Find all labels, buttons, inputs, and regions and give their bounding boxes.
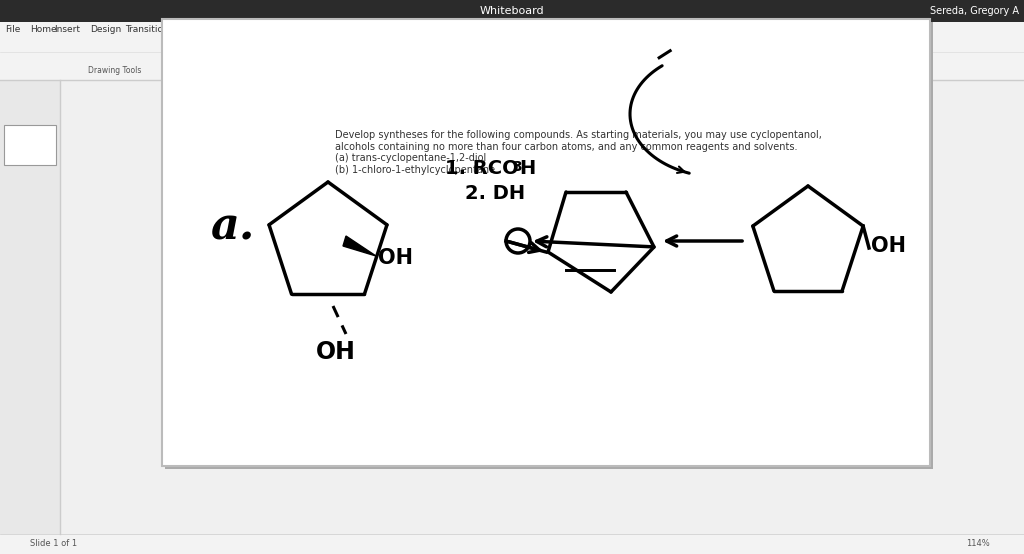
Text: 2. DH: 2. DH: [465, 184, 525, 203]
Text: Stencils: Stencils: [255, 66, 285, 75]
Text: Slide 1 of 1: Slide 1 of 1: [30, 540, 77, 548]
Text: OH: OH: [378, 248, 413, 268]
Text: Insert: Insert: [54, 25, 81, 34]
Text: 3: 3: [512, 160, 521, 174]
Text: OH: OH: [871, 236, 906, 256]
Text: Whiteboard: Whiteboard: [479, 6, 545, 16]
Text: View: View: [334, 25, 355, 34]
Text: H: H: [519, 159, 536, 178]
Bar: [0, 534, 1024, 554]
Text: Help: Help: [409, 25, 430, 34]
Text: Develop syntheses for the following compounds. As starting materials, you may us: Develop syntheses for the following comp…: [335, 130, 822, 175]
Bar: [0, 22, 1024, 80]
Text: a.: a.: [210, 205, 254, 248]
Text: OH: OH: [316, 340, 356, 364]
Bar: [162, 19, 930, 466]
Bar: [4, 125, 56, 165]
Text: 1. RCO: 1. RCO: [445, 159, 519, 178]
Text: Touch: Touch: [223, 66, 245, 75]
Text: File: File: [5, 25, 20, 34]
Text: 114%: 114%: [967, 540, 990, 548]
Bar: [0, 0, 1024, 22]
Text: Review: Review: [298, 25, 331, 34]
Text: Replay: Replay: [362, 66, 388, 75]
Text: Drawing Tools: Drawing Tools: [88, 66, 141, 75]
Text: Transitions: Transitions: [125, 25, 173, 34]
Text: Slide Show: Slide Show: [243, 25, 292, 34]
Text: Convert: Convert: [305, 66, 335, 75]
Text: Recording: Recording: [358, 25, 403, 34]
Polygon shape: [343, 236, 376, 256]
Text: Sereda, Gregory A: Sereda, Gregory A: [930, 6, 1019, 16]
Text: Animations: Animations: [186, 25, 238, 34]
Text: Home: Home: [30, 25, 56, 34]
Bar: [165, 22, 933, 469]
Bar: [0, 80, 60, 534]
Text: Design: Design: [90, 25, 121, 34]
